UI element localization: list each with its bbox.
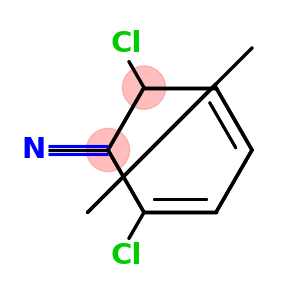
Circle shape — [122, 66, 166, 109]
Text: N: N — [21, 136, 46, 164]
Text: Cl: Cl — [110, 242, 142, 270]
Circle shape — [86, 128, 130, 172]
Text: Cl: Cl — [110, 30, 142, 58]
